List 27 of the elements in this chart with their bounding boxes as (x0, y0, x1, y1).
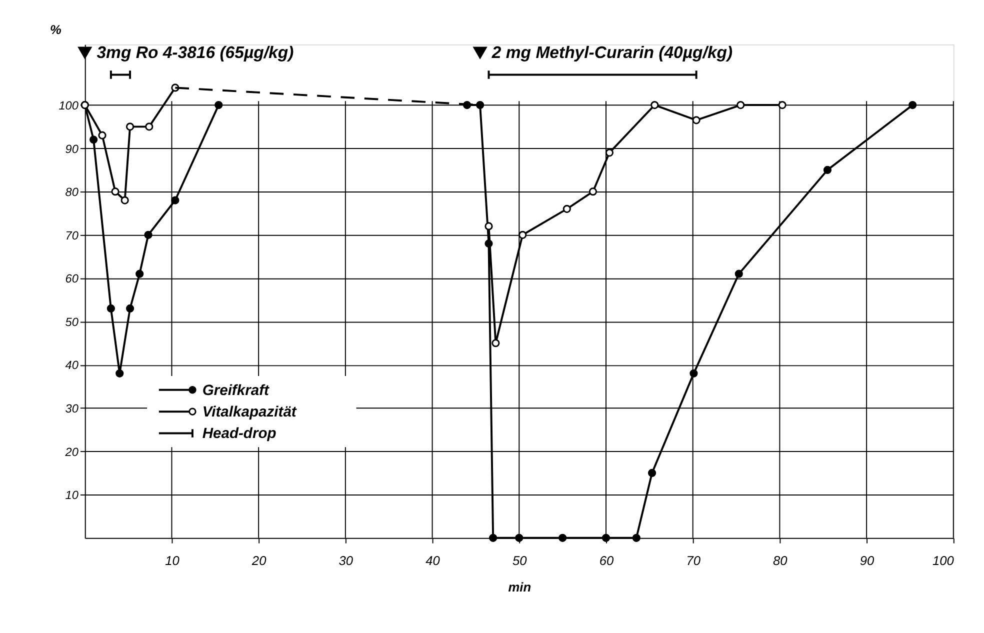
y-tick-label: 70 (65, 228, 79, 242)
x-axis-title: min (508, 580, 532, 595)
y-tick-label: 80 (65, 185, 79, 200)
y-axis-title: % (50, 22, 62, 38)
x-tick-label: 70 (686, 553, 702, 568)
x-tick-label: 100 (932, 553, 955, 568)
y-tick-label: 20 (64, 444, 79, 459)
legend-label: Head-drop (202, 426, 276, 442)
y-tick-label: 100 (58, 98, 79, 112)
x-tick-label: 10 (165, 553, 180, 568)
x-tick-label: 30 (338, 553, 354, 568)
legend-label: Vitalkapazität (202, 404, 298, 421)
x-tick-label: 80 (773, 553, 788, 568)
x-tick-label: 90 (860, 553, 876, 568)
x-tick-label: 50 (512, 553, 528, 568)
y-tick-label: 30 (65, 401, 79, 416)
legend-label: Greifkraft (202, 382, 270, 399)
x-tick-label: 40 (426, 553, 441, 568)
y-tick-label: 60 (65, 272, 79, 286)
x-tick-label: 20 (250, 553, 268, 568)
x-tick-label: 60 (599, 553, 614, 568)
y-tick-label: 10 (65, 488, 79, 502)
annotation: 2 mg Methyl-Curarin (40µg/kg) (490, 43, 734, 62)
y-tick-label: 40 (65, 358, 79, 372)
y-tick-label: 50 (65, 314, 79, 329)
y-tick-label: 90 (65, 142, 79, 156)
annotation: 3mg Ro 4-3816 (65µg/kg) (96, 43, 294, 62)
